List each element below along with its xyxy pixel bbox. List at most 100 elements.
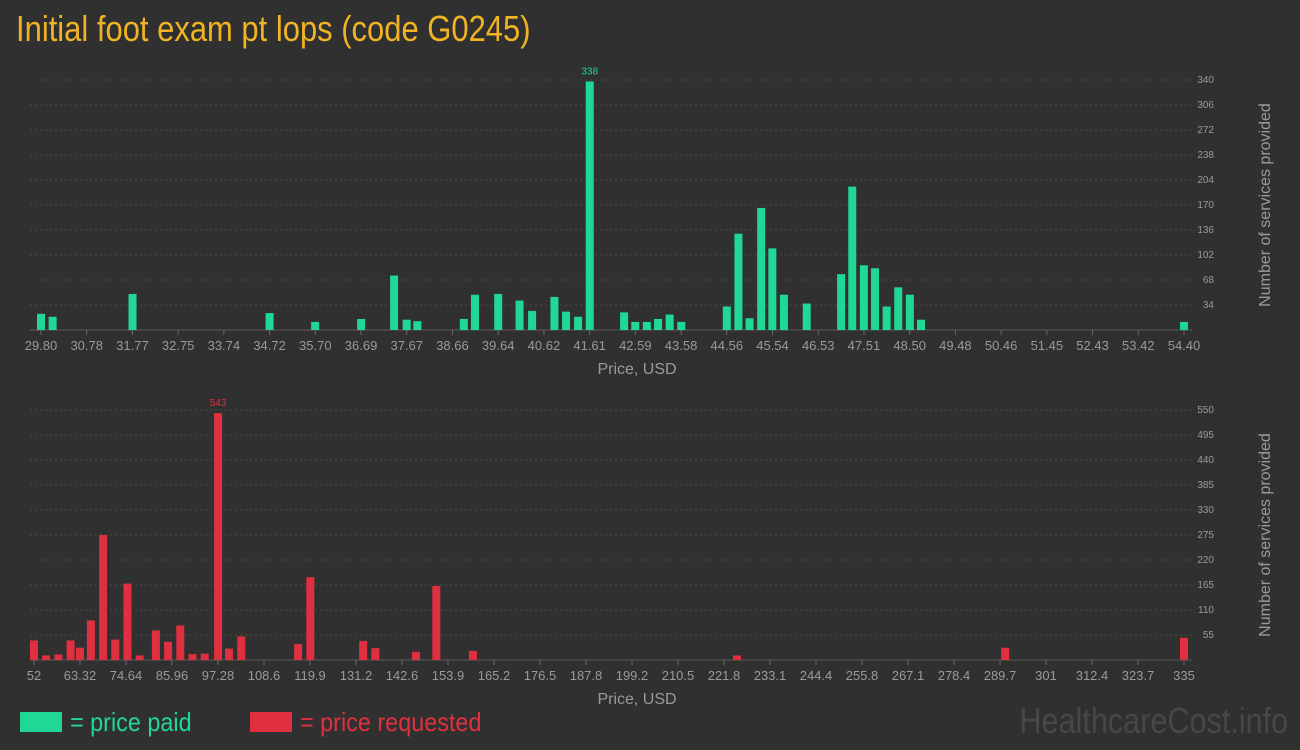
x-tick-label: 30.78: [70, 338, 103, 353]
x-tick-label: 199.2: [616, 668, 649, 683]
y-tick-label: 306: [1197, 100, 1214, 111]
bar-req: [371, 648, 380, 660]
bar-paid: [642, 321, 651, 330]
bar-req: [75, 647, 84, 660]
x-tick-label: 267.1: [892, 668, 925, 683]
x-tick-label: 323.7: [1122, 668, 1155, 683]
x-tick-label: 153.9: [432, 668, 465, 683]
bar-paid: [265, 313, 274, 330]
bar-paid: [631, 321, 640, 330]
bar-req: [468, 650, 477, 660]
y-tick-label: 238: [1197, 150, 1214, 161]
bar-paid: [917, 319, 926, 330]
y-tick-label: 275: [1197, 530, 1214, 541]
legend-requested-label: = price requested: [300, 706, 482, 737]
bar-req: [30, 640, 38, 660]
x-tick-label: 63.32: [64, 668, 97, 683]
price-requested-chart: 55 110 165 220 275 330 385 440 495 550 52 63.32 74.6…: [27, 398, 1274, 708]
bar-req: [237, 636, 246, 660]
x-tick-label: 54.40: [1168, 338, 1201, 353]
bar-paid: [1180, 321, 1188, 330]
x-tick-label: 233.1: [754, 668, 787, 683]
bar-paid: [128, 293, 137, 330]
bar-paid: [48, 316, 57, 330]
bar-req: [359, 640, 368, 660]
bar-paid: [311, 321, 320, 330]
x-tick-label: 312.4: [1076, 668, 1109, 683]
x-tick-label: 335: [1173, 668, 1195, 683]
x-tick-label: 165.2: [478, 668, 511, 683]
bar-req: [42, 655, 51, 660]
x-tick-label: 29.80: [25, 338, 58, 353]
y-tick-label: 110: [1198, 605, 1214, 616]
bar-paid: [470, 294, 479, 330]
bar-paid: [665, 314, 674, 330]
price-paid-chart: 34 68 102 136 170 204 238 272 306 340 29.80 30.78 31…: [25, 66, 1274, 378]
bar-paid: [837, 274, 846, 330]
chart-title: Initial foot exam pt lops (code G0245): [16, 8, 531, 49]
bar-req: [214, 413, 223, 660]
legend-requested: = price requested: [250, 704, 502, 740]
x-tick-label: 187.8: [570, 668, 603, 683]
x-tick-label: 49.48: [939, 338, 972, 353]
legend-paid: = price paid: [20, 704, 205, 740]
x-tick-label: 37.67: [390, 338, 423, 353]
bar-paid: [768, 248, 777, 330]
bar-paid: [802, 303, 811, 330]
x-tick-label: 38.66: [436, 338, 469, 353]
bar-paid: [585, 81, 594, 331]
x-tick-label: 301: [1035, 668, 1057, 683]
x-tick-label: 50.46: [985, 338, 1018, 353]
y-tick-label: 34: [1203, 300, 1215, 311]
bar-req: [188, 654, 197, 660]
y-tick-label: 495: [1197, 430, 1214, 441]
bar-req: [176, 625, 185, 660]
y-axis-label: Number of services provided: [1257, 103, 1274, 307]
bar-paid: [734, 233, 743, 330]
x-tick-label: 34.72: [253, 338, 286, 353]
brand-watermark: HealthcareCost.info: [1019, 700, 1288, 741]
bar-req: [306, 577, 315, 660]
y-tick-label: 68: [1203, 275, 1215, 286]
y-tick-label: 340: [1197, 75, 1214, 86]
x-tick-label: 46.53: [802, 338, 835, 353]
x-tick-label: 131.2: [340, 668, 373, 683]
y-tick-label: 136: [1197, 225, 1214, 236]
bar-paid: [894, 287, 903, 330]
bar-paid: [515, 300, 524, 330]
bar-paid: [677, 321, 686, 330]
x-tick-label: 44.56: [711, 338, 744, 353]
x-tick-label: 35.70: [299, 338, 332, 353]
x-tick-label: 210.5: [662, 668, 695, 683]
bar-paid: [757, 207, 766, 330]
bar-paid: [550, 296, 559, 330]
bar-req: [225, 648, 234, 660]
x-tick-label: 119.9: [294, 668, 326, 683]
x-tick-label: 108.6: [248, 668, 281, 683]
bar-req: [411, 651, 420, 660]
x-tick-label: 33.74: [208, 338, 241, 353]
bar-req: [432, 585, 441, 660]
legend-paid-swatch: [20, 712, 62, 732]
bar-req: [111, 639, 120, 660]
bar-paid: [413, 321, 422, 330]
bar-req: [86, 620, 95, 660]
y-tick-label: 102: [1197, 250, 1214, 261]
bar-req: [1180, 637, 1188, 660]
bar-paid: [459, 318, 468, 330]
x-tick-label: 42.59: [619, 338, 652, 353]
x-tick-label: 47.51: [848, 338, 881, 353]
bar-req: [294, 644, 303, 660]
x-tick-label: 289.7: [984, 668, 1017, 683]
x-tick-label: 51.45: [1031, 338, 1064, 353]
y-tick-label: 220: [1197, 555, 1214, 566]
bar-paid: [37, 313, 45, 330]
x-tick-label: 85.96: [156, 668, 189, 683]
x-tick-label: 97.28: [202, 668, 235, 683]
bar-paid: [402, 319, 411, 330]
x-tick-label: 48.50: [893, 338, 926, 353]
bar-req: [200, 653, 209, 660]
bar-req: [151, 630, 160, 660]
y-tick-label: 330: [1197, 505, 1214, 516]
x-axis-label: Price, USD: [597, 361, 676, 378]
